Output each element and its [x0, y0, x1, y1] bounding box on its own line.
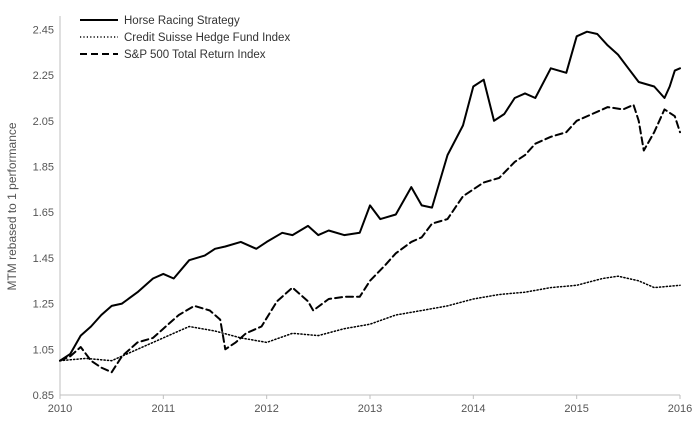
legend-label: Credit Suisse Hedge Fund Index: [124, 32, 290, 44]
x-tick-label: 2013: [358, 403, 382, 415]
x-tick-label: 2014: [461, 403, 485, 415]
y-tick-label: 1.85: [33, 162, 54, 174]
y-tick-label: 1.05: [33, 344, 54, 356]
y-axis-title: MTM rebased to 1 performance: [5, 122, 19, 290]
y-tick-label: 2.25: [33, 70, 54, 82]
y-tick-label: 1.65: [33, 207, 54, 219]
legend: Horse Racing Strategy Credit Suisse Hedge…: [80, 15, 290, 61]
x-tick-label: 2012: [254, 403, 278, 415]
series-line-s-p-500-total-return-index: [59, 103, 681, 374]
legend-label: Horse Racing Strategy: [124, 15, 240, 27]
x-tick-label: 2015: [564, 403, 588, 415]
y-tick-label: 0.85: [33, 390, 54, 402]
y-tick-label: 1.25: [33, 299, 54, 311]
y-tick-label: 2.05: [33, 116, 54, 128]
series-line-horse-racing-strategy: [59, 30, 681, 362]
legend-label: S&P 500 Total Return Index: [124, 49, 266, 61]
x-tick-labels: 2010 2011 2012 2013 2014 2015 2016: [48, 395, 692, 415]
x-tick-label: 2016: [668, 403, 692, 415]
series-layer: [59, 30, 681, 374]
x-tick-label: 2011: [152, 403, 176, 415]
y-tick-label: 2.45: [33, 24, 54, 36]
y-tick-label: 1.45: [33, 253, 54, 265]
y-tick-labels: 0.85 1.05 1.25 1.45 1.65 1.85 2.05 2.25 2.45: [33, 24, 54, 402]
x-tick-label: 2010: [48, 403, 72, 415]
series-line-credit-suisse-hedge-fund-index: [59, 275, 681, 362]
